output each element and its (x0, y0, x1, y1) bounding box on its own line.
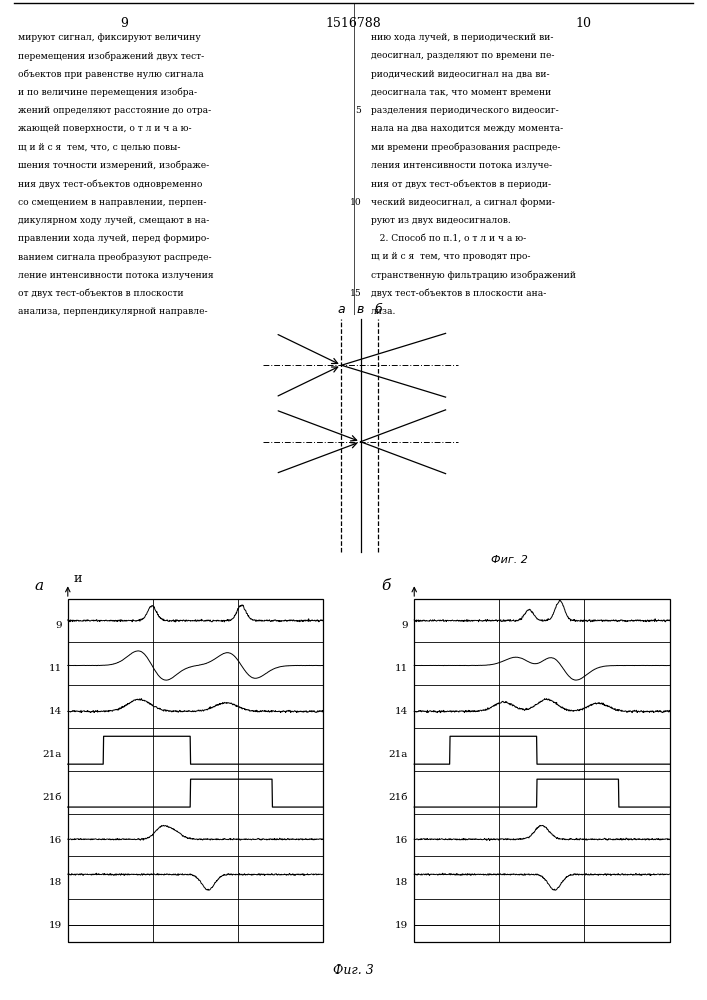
Text: ление интенсивности потока излучения: ление интенсивности потока излучения (18, 271, 214, 280)
Text: б: б (375, 303, 382, 316)
Text: ми времени преобразования распреде-: ми времени преобразования распреде- (371, 143, 561, 152)
Text: 10: 10 (349, 198, 361, 207)
Text: правлении хода лучей, перед формиро-: правлении хода лучей, перед формиро- (18, 234, 209, 243)
Text: 11: 11 (49, 664, 62, 673)
Bar (414, 599, 670, 942)
Text: от двух тест-объектов в плоскости: от двух тест-объектов в плоскости (18, 289, 183, 298)
Text: разделения периодического видеосиг-: разделения периодического видеосиг- (371, 106, 559, 115)
Text: двух тест-объектов в плоскости ана-: двух тест-объектов в плоскости ана- (371, 289, 547, 298)
Text: странственную фильтрацию изображений: странственную фильтрацию изображений (371, 271, 576, 280)
Text: и по величине перемещения изобра-: и по величине перемещения изобра- (18, 88, 197, 97)
Text: 21а: 21а (389, 750, 408, 759)
Text: 16: 16 (49, 836, 62, 845)
Text: 18: 18 (395, 878, 408, 887)
Text: руют из двух видеосигналов.: руют из двух видеосигналов. (371, 216, 511, 225)
Text: щ и й с я  тем, что, с целью повы-: щ и й с я тем, что, с целью повы- (18, 143, 180, 152)
Text: анализа, перпендикулярной направле-: анализа, перпендикулярной направле- (18, 307, 207, 316)
Text: со смещением в направлении, перпен-: со смещением в направлении, перпен- (18, 198, 206, 207)
Text: ванием сигнала преобразуют распреде-: ванием сигнала преобразуют распреде- (18, 252, 211, 262)
Text: 19: 19 (395, 921, 408, 930)
Text: нала на два находится между момента-: нала на два находится между момента- (371, 124, 563, 133)
Text: мируют сигнал, фиксируют величину: мируют сигнал, фиксируют величину (18, 33, 200, 42)
Text: 15: 15 (349, 289, 361, 298)
Text: 9: 9 (402, 621, 408, 630)
Text: ния двух тест-объектов одновременно: ния двух тест-объектов одновременно (18, 179, 202, 189)
Text: 14: 14 (49, 707, 62, 716)
Text: а: а (338, 303, 345, 316)
Text: и: и (74, 572, 82, 585)
Text: 21б: 21б (389, 793, 408, 802)
Text: щ и й с я  тем, что проводят про-: щ и й с я тем, что проводят про- (371, 252, 531, 261)
Text: а: а (35, 580, 44, 593)
Text: 10: 10 (575, 17, 591, 30)
Text: 21б: 21б (42, 793, 62, 802)
Text: 1516788: 1516788 (326, 17, 381, 30)
Text: Фиг. 3: Фиг. 3 (333, 964, 374, 976)
Text: шения точности измерений, изображе-: шения точности измерений, изображе- (18, 161, 209, 170)
Text: жений определяют расстояние до отра-: жений определяют расстояние до отра- (18, 106, 211, 115)
Text: 9: 9 (119, 17, 128, 30)
Text: 5: 5 (356, 106, 361, 115)
Text: ления интенсивности потока излуче-: ления интенсивности потока излуче- (371, 161, 552, 170)
Text: Фиг. 2: Фиг. 2 (491, 555, 527, 565)
Text: лиза.: лиза. (371, 307, 397, 316)
Text: 16: 16 (395, 836, 408, 845)
Text: перемещения изображений двух тест-: перемещения изображений двух тест- (18, 51, 204, 61)
Text: 9: 9 (55, 621, 62, 630)
Text: ческий видеосигнал, а сигнал форми-: ческий видеосигнал, а сигнал форми- (371, 198, 555, 207)
Text: 21а: 21а (42, 750, 62, 759)
Text: ния от двух тест-объектов в периоди-: ния от двух тест-объектов в периоди- (371, 179, 551, 189)
Text: объектов при равенстве нулю сигнала: объектов при равенстве нулю сигнала (18, 70, 204, 79)
Text: 18: 18 (49, 878, 62, 887)
Text: в: в (357, 303, 364, 316)
Text: нию хода лучей, в периодический ви-: нию хода лучей, в периодический ви- (371, 33, 554, 42)
Bar (68, 599, 323, 942)
Text: 11: 11 (395, 664, 408, 673)
Text: 19: 19 (49, 921, 62, 930)
Text: дикулярном ходу лучей, смещают в на-: дикулярном ходу лучей, смещают в на- (18, 216, 209, 225)
Text: деосигнал, разделяют по времени пе-: деосигнал, разделяют по времени пе- (371, 51, 555, 60)
Text: риодический видеосигнал на два ви-: риодический видеосигнал на два ви- (371, 70, 550, 79)
Text: жающей поверхности, о т л и ч а ю-: жающей поверхности, о т л и ч а ю- (18, 124, 192, 133)
Text: деосигнала так, что момент времени: деосигнала так, что момент времени (371, 88, 551, 97)
Text: 2. Способ по п.1, о т л и ч а ю-: 2. Способ по п.1, о т л и ч а ю- (371, 234, 527, 243)
Text: б: б (381, 580, 390, 593)
Text: 14: 14 (395, 707, 408, 716)
